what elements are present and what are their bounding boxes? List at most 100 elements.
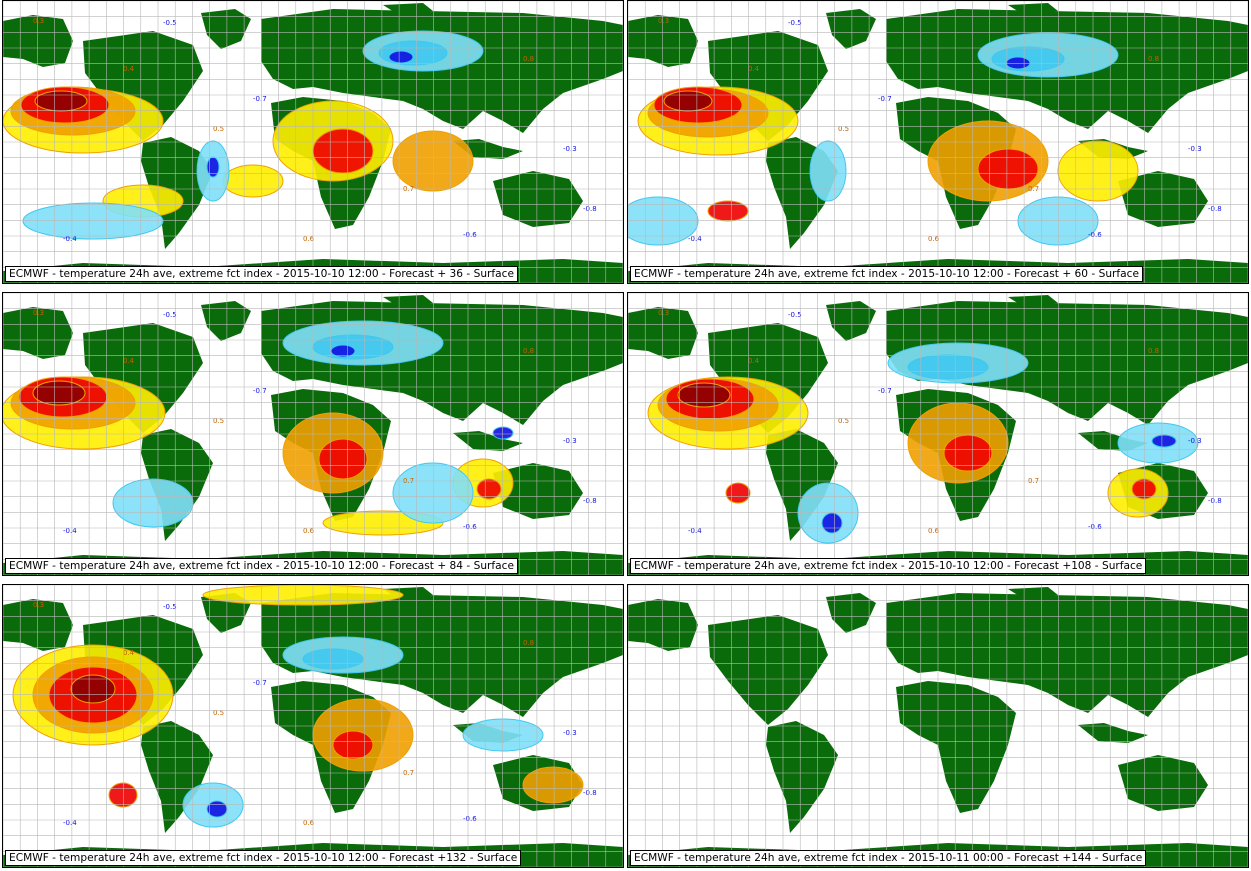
map-forecast-60: 0.30.40.50.60.70.8-0.3-0.4-0.5-0.6-0.7-0… bbox=[628, 1, 1248, 283]
land-south-america bbox=[766, 429, 838, 541]
cold-anomaly-area bbox=[1151, 434, 1177, 448]
contour-label: -0.8 bbox=[583, 789, 597, 797]
panel-caption: ECMWF - temperature 24h ave, extreme fct… bbox=[630, 850, 1147, 866]
panel-forecast-60: 0.3 0.4 0.5 0.6 0.7 0.8 -0.3 -0.4 -0.5 -0.6 -0.7 -0… bbox=[627, 0, 1249, 284]
land-australia bbox=[1118, 755, 1208, 811]
contour-label: 0.6 bbox=[928, 235, 940, 243]
panel-caption: ECMWF - temperature 24h ave, extreme fct… bbox=[5, 266, 518, 282]
contour-label: 0.5 bbox=[838, 125, 849, 133]
land-arctic-islands bbox=[1008, 587, 1058, 599]
land-japan bbox=[555, 645, 569, 677]
warm-anomaly-area bbox=[943, 434, 993, 472]
contour-label: 0.5 bbox=[838, 417, 849, 425]
cold-anomaly-area bbox=[206, 156, 220, 178]
contour-label: -0.5 bbox=[163, 311, 177, 319]
contour-label: -0.5 bbox=[163, 603, 177, 611]
contour-label: -0.8 bbox=[1208, 205, 1222, 213]
cold-anomaly-area bbox=[330, 344, 356, 358]
land-arctic-islands bbox=[1008, 3, 1058, 15]
cold-anomaly-area bbox=[821, 512, 843, 534]
contour-label: 0.8 bbox=[1148, 347, 1159, 355]
contour-label: -0.8 bbox=[583, 497, 597, 505]
warm-anomaly-area bbox=[108, 782, 138, 808]
warm-anomaly-area bbox=[392, 130, 474, 192]
contour-label: -0.5 bbox=[788, 311, 802, 319]
contour-label: -0.8 bbox=[583, 205, 597, 213]
contour-label: -0.3 bbox=[1188, 437, 1202, 445]
cold-anomaly-layer bbox=[112, 320, 514, 528]
cold-anomaly-area bbox=[1005, 56, 1031, 70]
land-africa bbox=[896, 681, 1016, 813]
contour-label: -0.7 bbox=[878, 387, 892, 395]
contour-label: 0.5 bbox=[213, 417, 224, 425]
contour-label: -0.6 bbox=[463, 815, 477, 823]
lat-lon-grid bbox=[3, 1, 623, 283]
panel-forecast-132: 0.3 0.4 0.5 0.6 0.7 0.8 -0.3 -0.4 -0.5 -0.6 -0.7 -0… bbox=[2, 584, 624, 868]
warm-anomaly-area bbox=[707, 200, 749, 222]
contour-label: 0.3 bbox=[658, 17, 669, 25]
contour-label: 0.3 bbox=[33, 601, 44, 609]
contour-label: 0.4 bbox=[748, 65, 760, 73]
land-greenland bbox=[826, 9, 876, 49]
lat-lon-grid bbox=[628, 1, 1248, 283]
contour-label: -0.6 bbox=[463, 231, 477, 239]
warm-anomaly-area bbox=[663, 90, 713, 112]
contour-label: 0.3 bbox=[33, 17, 44, 25]
warm-anomaly-area bbox=[522, 766, 584, 804]
land-greenland bbox=[826, 301, 876, 341]
warm-anomaly-area bbox=[32, 380, 86, 406]
land-north-america bbox=[83, 31, 203, 141]
panel-caption: ECMWF - temperature 24h ave, extreme fct… bbox=[5, 850, 522, 866]
warm-anomaly-area bbox=[1057, 140, 1139, 202]
land-arctic-islands bbox=[1008, 295, 1058, 307]
land-australia bbox=[493, 171, 583, 227]
cold-anomaly-area bbox=[492, 426, 514, 440]
land-japan bbox=[555, 353, 569, 385]
contour-label: 0.4 bbox=[123, 65, 135, 73]
warm-anomaly-area bbox=[725, 482, 751, 504]
contour-label: 0.6 bbox=[303, 819, 315, 827]
contour-label: 0.3 bbox=[658, 309, 669, 317]
contour-label: -0.7 bbox=[253, 679, 267, 687]
map-forecast-36: 0.30.40.50.60.70.8-0.3-0.4-0.5-0.6-0.7-0… bbox=[3, 1, 623, 283]
panel-forecast-36: 0.3 0.4 0.5 0.6 0.7 0.8 -0.3 -0.4 -0.5 -0.6 -0.7 -0… bbox=[2, 0, 624, 284]
land-japan bbox=[1180, 645, 1194, 677]
contour-label: -0.6 bbox=[1088, 523, 1102, 531]
contour-label: 0.6 bbox=[303, 235, 315, 243]
warm-anomaly-area bbox=[977, 148, 1039, 190]
land-japan bbox=[1180, 353, 1194, 385]
panel-forecast-144: ECMWF - temperature 24h ave, extreme fct… bbox=[627, 584, 1249, 868]
land-south-america bbox=[141, 721, 213, 833]
map-forecast-108: 0.30.40.50.60.70.8-0.3-0.4-0.5-0.6-0.7-0… bbox=[628, 293, 1248, 575]
land-eurasia bbox=[886, 593, 1248, 717]
contour-label: -0.5 bbox=[163, 19, 177, 27]
cold-anomaly-area bbox=[112, 478, 194, 528]
contour-label: -0.8 bbox=[1208, 497, 1222, 505]
contour-label: 0.4 bbox=[748, 357, 760, 365]
cold-anomaly-area bbox=[378, 40, 448, 66]
panel-forecast-108: 0.3 0.4 0.5 0.6 0.7 0.8 -0.3 -0.4 -0.5 -0.6 -0.7 -0… bbox=[627, 292, 1249, 576]
warm-anomaly-area bbox=[332, 730, 374, 760]
contour-label: 0.6 bbox=[928, 527, 940, 535]
land-north-america bbox=[708, 615, 828, 725]
contour-label: 0.8 bbox=[523, 347, 534, 355]
contour-label: -0.3 bbox=[563, 729, 577, 737]
contour-label: 0.6 bbox=[303, 527, 315, 535]
land-australia bbox=[1118, 171, 1208, 227]
land-japan bbox=[1180, 61, 1194, 93]
warm-anomaly-area bbox=[222, 164, 284, 198]
contour-label: -0.4 bbox=[63, 819, 77, 827]
warm-anomaly-area bbox=[318, 438, 368, 480]
contour-label: -0.6 bbox=[1088, 231, 1102, 239]
lat-lon-grid bbox=[3, 585, 623, 867]
land-greenland bbox=[201, 9, 251, 49]
contour-label: 0.8 bbox=[1148, 55, 1159, 63]
contour-label: 0.5 bbox=[213, 125, 224, 133]
contour-label: -0.3 bbox=[563, 437, 577, 445]
contour-label: 0.4 bbox=[123, 649, 135, 657]
warm-anomaly-area bbox=[312, 128, 374, 174]
contour-label: 0.4 bbox=[123, 357, 135, 365]
warm-anomaly-area bbox=[34, 90, 88, 112]
contour-label-layer: 0.30.40.50.60.70.8-0.3-0.4-0.5-0.6-0.7-0… bbox=[658, 17, 1222, 243]
land-north-america bbox=[708, 323, 828, 433]
